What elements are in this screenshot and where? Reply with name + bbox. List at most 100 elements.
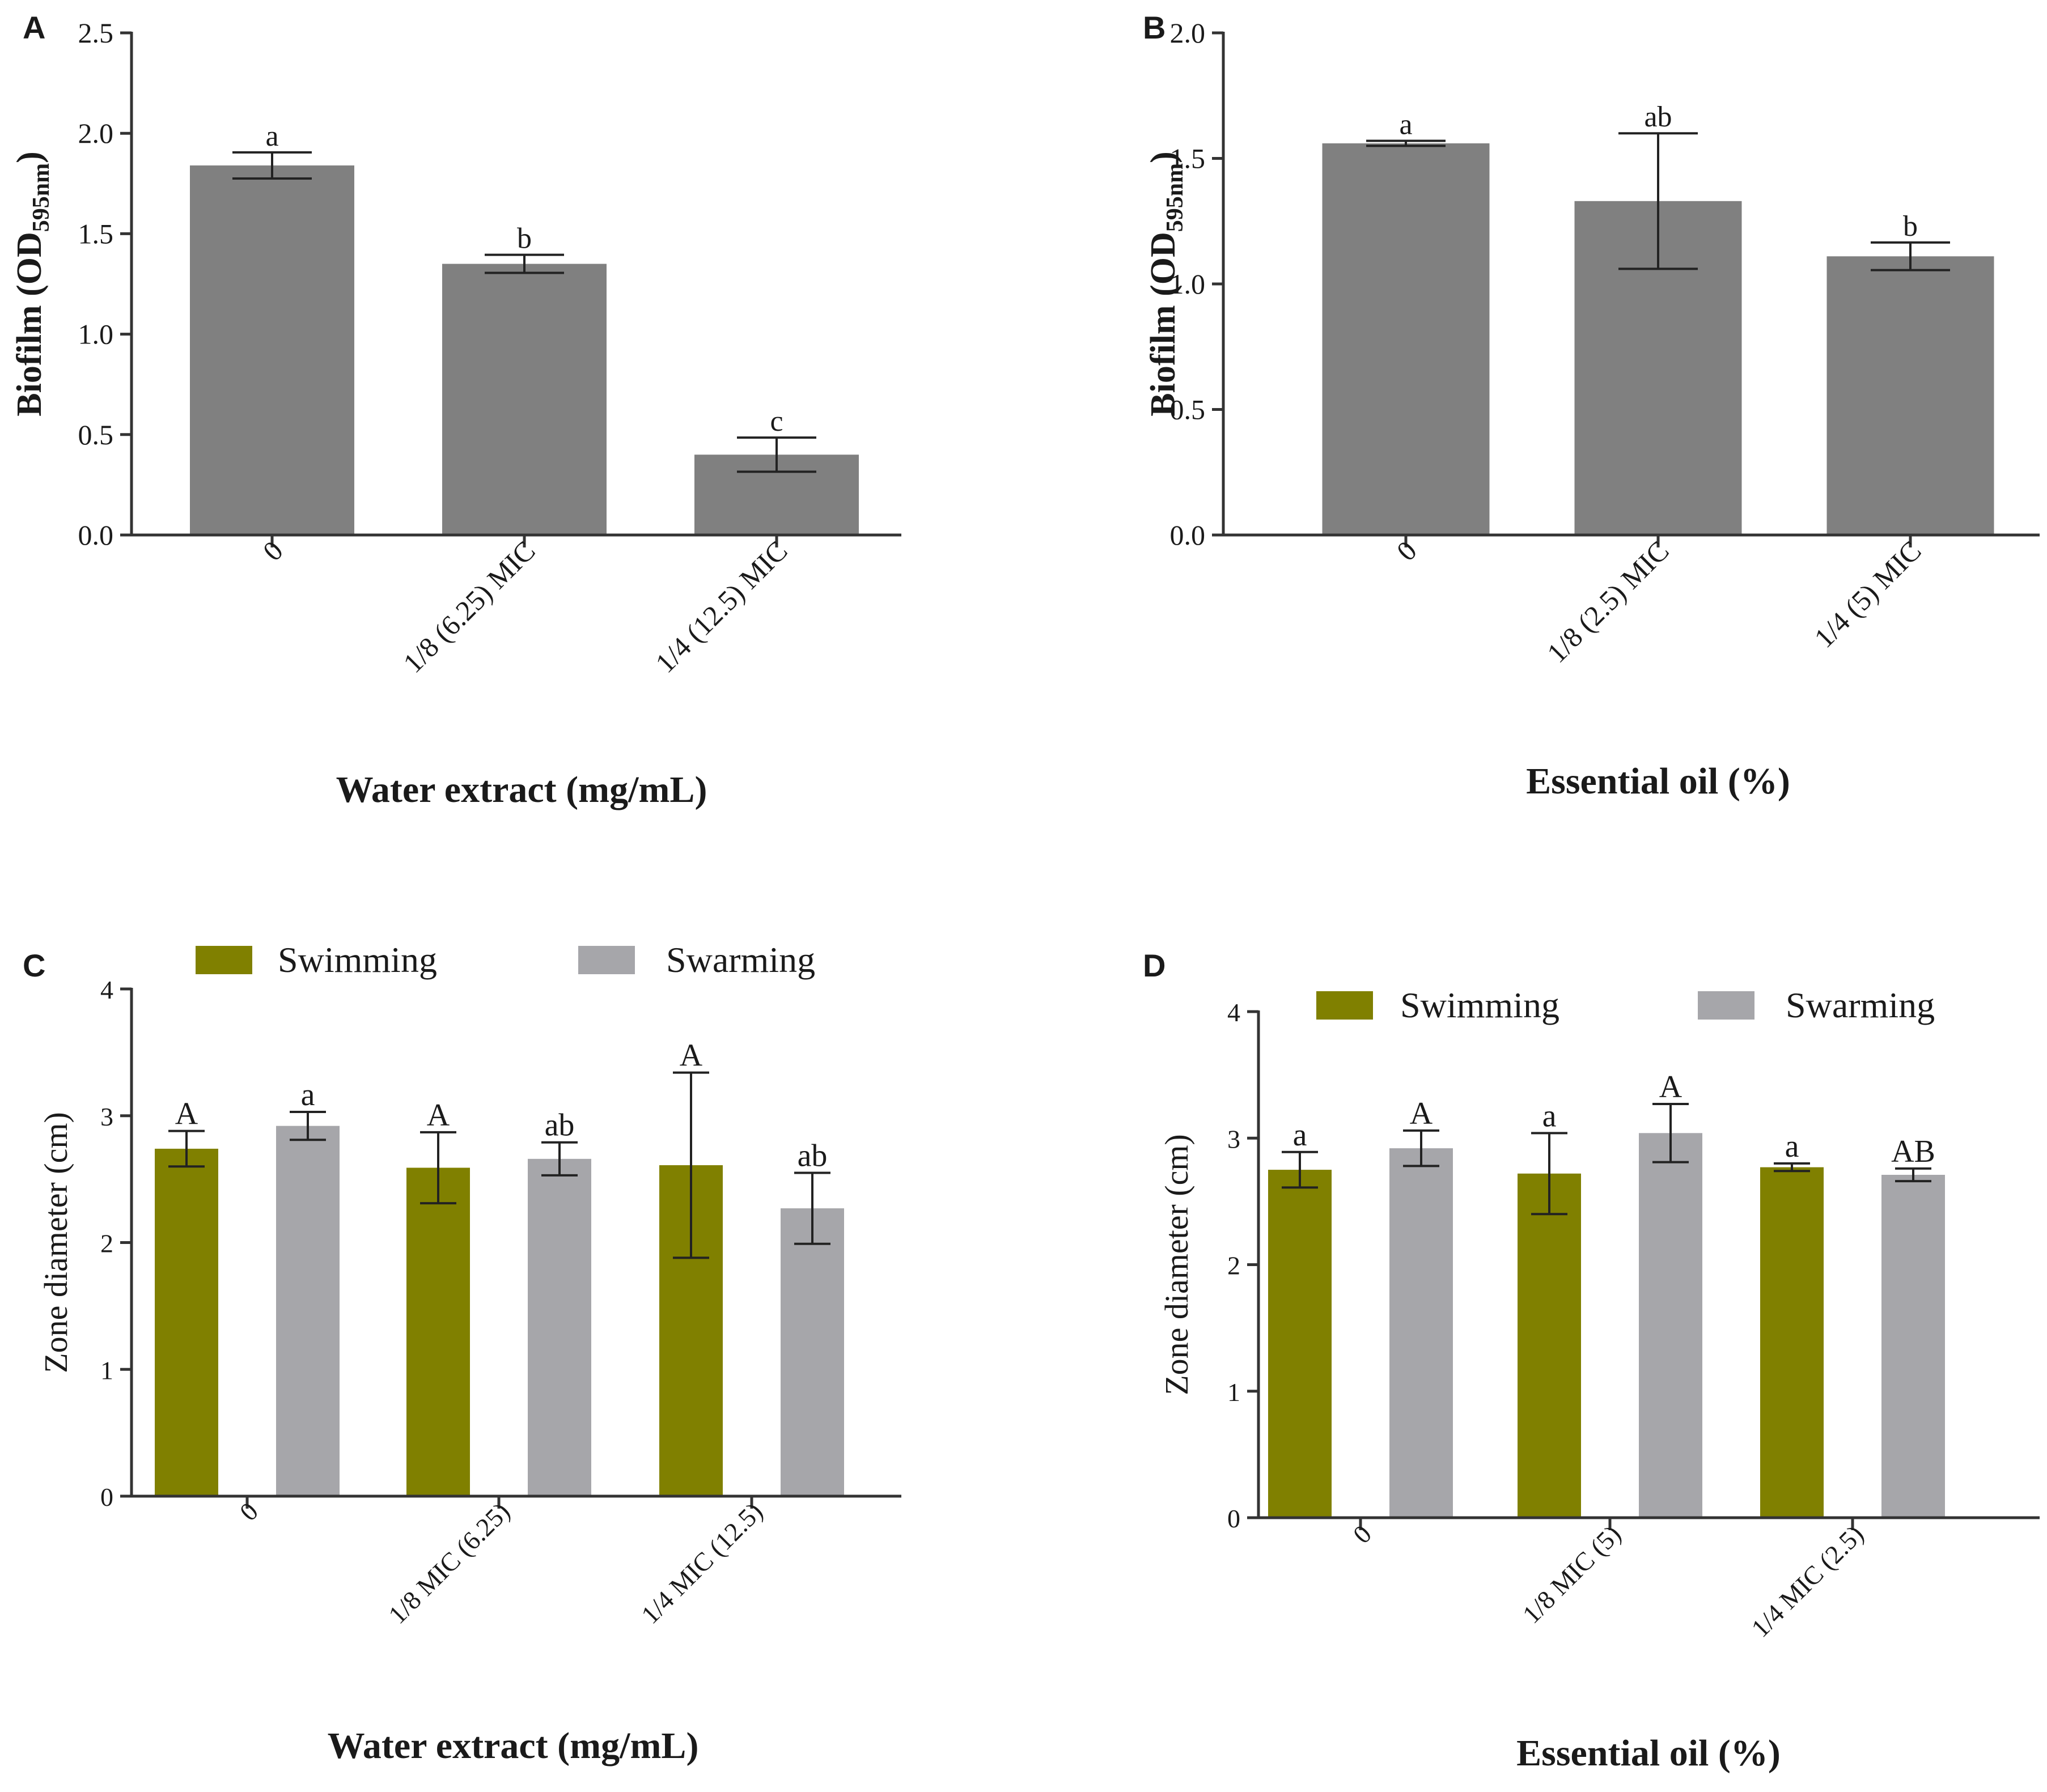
y-tick-label: 1.5: [1170, 143, 1206, 175]
x-tick-label: 1/8 (2.5) MIC: [1541, 534, 1675, 669]
bar-d-swarming-0: [1389, 1148, 1453, 1518]
significance-letter: a: [1785, 1129, 1799, 1164]
x-tick-label: 1/4 MIC (2.5): [1745, 1519, 1869, 1643]
bar-d-swimming-1: [1518, 1173, 1581, 1518]
significance-letter: ab: [798, 1138, 828, 1173]
x-axis-title: Essential oil (%): [1526, 761, 1790, 802]
error-bar-d-0-2: [1774, 1162, 1810, 1173]
y-axis-title-close: ): [1144, 151, 1183, 163]
legend-label-swarming: Swarming: [666, 940, 815, 980]
legend-label-swimming: Swimming: [278, 940, 437, 980]
y-tick-label: 3: [100, 1102, 113, 1131]
x-tick-label: 0: [1347, 1519, 1377, 1549]
legend-label-swimming: Swimming: [1400, 985, 1559, 1025]
significance-letter: ab: [545, 1108, 575, 1143]
error-bar-d-0-0: [1282, 1150, 1318, 1189]
error-bar-c-1-2: [794, 1171, 830, 1245]
y-tick-label: 2: [1227, 1251, 1240, 1280]
bar-a-biofilm-0: [190, 165, 354, 535]
y-axis-title-main: Biofilm (OD: [1144, 232, 1183, 416]
legend-swatch-swimming: [1316, 991, 1373, 1020]
x-tick-label: 1/4 (12.5) MIC: [649, 534, 794, 679]
y-axis-title-subscript: 595nm: [1162, 163, 1188, 232]
y-tick-label: 0.0: [1170, 519, 1206, 551]
significance-letter: A: [1659, 1069, 1682, 1105]
y-axis-title: Biofilm (OD595nm): [10, 151, 54, 417]
significance-letter: A: [175, 1097, 198, 1132]
x-axis-title: Essential oil (%): [1516, 1732, 1781, 1774]
y-tick-label: 4: [100, 975, 113, 1004]
y-tick-label: 0.5: [1170, 394, 1206, 426]
error-bar-c-0-2: [673, 1071, 709, 1259]
y-tick-label: 1: [1227, 1378, 1240, 1407]
error-bar-b-0-0: [1366, 139, 1446, 147]
y-tick-label: 2.0: [78, 117, 114, 149]
panel-label-c: C: [23, 948, 45, 983]
y-tick-label: 2: [100, 1229, 113, 1258]
x-axis-title: Water extract (mg/mL): [336, 769, 707, 810]
significance-letter: ab: [1644, 101, 1672, 133]
bar-d-swimming-2: [1760, 1167, 1824, 1518]
bar-c-swimming-0: [155, 1148, 218, 1496]
bar-c-swimming-1: [406, 1167, 470, 1496]
error-bar-d-0-1: [1531, 1132, 1567, 1216]
significance-letter: A: [1410, 1096, 1433, 1131]
legend-c: Swimming Swarming: [196, 940, 815, 980]
bar-d-swarming-2: [1881, 1174, 1945, 1518]
chart-panel-d: Da A a Aa AB 0 1 2 3 4 0 1/8 MIC (5) 1/4 MIC (2.5) Es…: [1143, 948, 2040, 1774]
x-tick-label: 1/4 MIC (12.5): [635, 1497, 768, 1629]
error-bar-a-0-1: [485, 253, 564, 274]
y-tick-label: 3: [1227, 1124, 1240, 1153]
legend-label-swarming: Swarming: [1786, 985, 1935, 1025]
y-tick-label: 0.5: [78, 419, 114, 451]
y-tick-label: 1.0: [78, 319, 114, 350]
y-tick-label: 4: [1227, 998, 1240, 1027]
x-tick-label: 1/8 (6.25) MIC: [397, 534, 541, 679]
x-tick-label: 1/8 MIC (6.25): [383, 1497, 515, 1629]
significance-letter: a: [265, 120, 278, 152]
bar-c-swarming-2: [781, 1208, 844, 1496]
y-axis-title: Biofilm (OD595nm): [1144, 151, 1188, 417]
bar-c-swarming-0: [276, 1126, 340, 1496]
y-axis-title: Zone diameter (cm): [1158, 1134, 1195, 1395]
y-tick-label: 1.5: [78, 218, 114, 249]
bar-b-biofilm-0: [1322, 143, 1490, 536]
y-tick-label: 0: [1227, 1504, 1240, 1533]
y-tick-label: 0: [100, 1483, 113, 1511]
y-axis-title: Zone diameter (cm): [37, 1112, 74, 1373]
error-bar-c-0-1: [420, 1131, 456, 1205]
x-tick-label: 1/4 (5) MIC: [1808, 534, 1927, 653]
legend-d: Swimming Swarming: [1316, 985, 1935, 1025]
y-axis-title-subscript: 595nm: [28, 163, 54, 232]
error-bar-d-1-1: [1652, 1102, 1689, 1163]
error-bar-d-1-2: [1895, 1167, 1931, 1183]
panel-label-a: A: [23, 10, 45, 45]
significance-letter: A: [680, 1038, 703, 1073]
y-tick-label: 2.5: [78, 17, 114, 49]
chart-panel-c: C Aa A ab Aab 0 1 2 3 4 0 1/8 MIC (6.25) 1/4 MIC (12…: [23, 940, 901, 1766]
error-bar-c-1-0: [290, 1111, 326, 1141]
error-bar-a-0-2: [737, 436, 816, 473]
x-tick-label: 0: [234, 1497, 264, 1526]
significance-letter: b: [1903, 210, 1918, 243]
significance-letter: b: [517, 223, 532, 255]
x-tick-label: 1/8 MIC (5): [1517, 1519, 1626, 1629]
legend-swatch-swarming: [578, 946, 635, 974]
bar-d-swimming-0: [1268, 1170, 1332, 1518]
error-bar-b-0-2: [1871, 241, 1950, 271]
significance-letter: A: [427, 1098, 450, 1133]
panel-label-d: D: [1143, 948, 1166, 983]
error-bar-b-0-1: [1618, 132, 1698, 270]
y-axis-title-main: Biofilm (OD: [10, 232, 49, 416]
significance-letter: AB: [1891, 1134, 1935, 1169]
significance-letter: a: [1399, 108, 1412, 141]
legend-swatch-swarming: [1698, 991, 1754, 1020]
significance-letter: a: [301, 1077, 315, 1112]
significance-letter: a: [1542, 1098, 1557, 1133]
bar-c-swarming-1: [528, 1158, 591, 1496]
y-tick-label: 0.0: [78, 519, 114, 551]
significance-letter: a: [1293, 1118, 1307, 1153]
